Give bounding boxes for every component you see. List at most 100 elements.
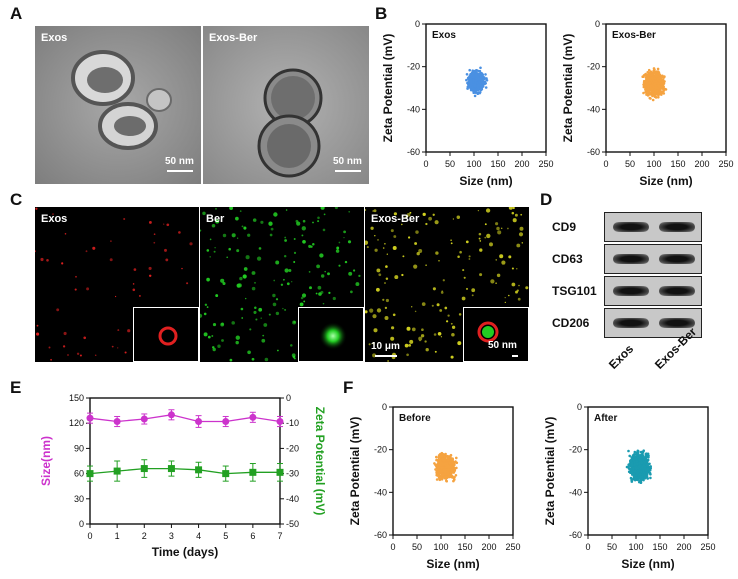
- fluorescence-dot: [418, 249, 423, 253]
- fluorescence-dot: [495, 282, 497, 284]
- left-y-tick-label: 120: [69, 418, 84, 428]
- x-axis-label: Time (days): [152, 545, 218, 559]
- scatter-point: [470, 81, 473, 84]
- fluorescence-dot: [245, 297, 247, 300]
- scatter-point: [652, 69, 655, 73]
- fluorescence-dot: [215, 207, 217, 210]
- scatter-point: [653, 82, 657, 86]
- fluorescence-dot: [283, 278, 285, 281]
- fluorescence-dot: [322, 302, 325, 305]
- x-axis-label: Size (nm): [426, 557, 479, 571]
- y-tick-label: -60: [407, 147, 420, 157]
- plot-title: After: [594, 413, 617, 424]
- fluorescence-dot: [85, 250, 88, 253]
- fluorescence-dot: [416, 252, 420, 256]
- fluorescence-dot: [322, 228, 326, 232]
- fluorescence-dot: [497, 230, 502, 235]
- blot-strip: [604, 212, 702, 242]
- fluorescence-dot: [336, 246, 340, 250]
- fluorescence-dot: [239, 210, 242, 212]
- scatter-point: [454, 474, 458, 477]
- fluorescence-dot: [425, 264, 427, 267]
- scatter-point: [471, 72, 475, 76]
- fluorescence-dot: [478, 232, 482, 236]
- fluorescence-dot: [385, 298, 389, 303]
- fluorescence-dot: [496, 226, 500, 231]
- fluorescence-dot: [406, 353, 409, 357]
- fluorescence-dot: [459, 250, 462, 254]
- scatter-point: [465, 73, 469, 76]
- x-tick-label: 250: [718, 159, 733, 169]
- fluorescence-dot: [148, 274, 152, 278]
- scatter-point: [451, 457, 454, 460]
- fluorescence-dot: [111, 345, 114, 348]
- scatter-point: [449, 453, 453, 457]
- fluorescence-dot: [62, 345, 66, 348]
- panel-letter-f: F: [343, 378, 354, 397]
- scatter-point: [659, 80, 662, 83]
- fluorescence-dot: [301, 234, 304, 237]
- fluorescence-dot: [350, 290, 353, 294]
- left-y-tick-label: 30: [74, 494, 84, 504]
- y-tick-label: -40: [374, 487, 387, 497]
- scatter-point: [643, 476, 647, 480]
- fluorescence-dot: [236, 283, 241, 288]
- x-tick-label: 7: [277, 531, 282, 541]
- fluorescence-dot: [178, 231, 181, 234]
- fluorescence-dot: [312, 243, 315, 246]
- scatter-point: [639, 473, 642, 476]
- scatter-point: [646, 71, 649, 74]
- scatter-point: [638, 476, 642, 480]
- fluorescence-dot: [508, 207, 513, 210]
- fluorescence-dot: [408, 344, 412, 347]
- fluorescence-dot: [35, 250, 37, 253]
- scatter-point: [451, 475, 454, 478]
- fluorescence-dot: [222, 233, 227, 238]
- tem-vesicles-exos-ber: [203, 26, 369, 184]
- x-axis-label: Size (nm): [621, 557, 674, 571]
- fluorescence-dot: [264, 357, 269, 362]
- fluorescence-dot: [385, 265, 388, 268]
- scatter-point: [440, 461, 443, 465]
- scatter-point: [663, 87, 667, 91]
- fluorescence-dot: [384, 316, 389, 320]
- scatter-point: [636, 478, 640, 482]
- scatter-point: [484, 86, 488, 89]
- scatter-point: [644, 468, 648, 471]
- fluorescence-dot: [438, 260, 440, 262]
- scatter-point: [437, 454, 441, 457]
- blot-band: [659, 222, 695, 232]
- fluorescence-dot: [338, 264, 341, 267]
- scatter-point: [638, 458, 642, 462]
- inset-ber: [298, 307, 364, 362]
- fluorescence-dot: [394, 275, 399, 280]
- inset-exos-ber: 50 nm: [463, 307, 529, 362]
- fluorescence-dot: [228, 247, 231, 251]
- fluorescence-dot: [291, 281, 293, 283]
- fluorescence-dot: [284, 236, 287, 239]
- x-tick-label: 0: [423, 159, 428, 169]
- fluorescence-dot: [391, 326, 395, 330]
- fluorescence-dot: [451, 332, 455, 337]
- scatter-point: [636, 466, 639, 470]
- fluorescence-dot: [411, 327, 416, 332]
- fluorescence-dot: [372, 314, 377, 319]
- x-tick-label: 150: [457, 542, 472, 552]
- fluorescence-dot: [327, 272, 330, 276]
- fluorescence-dot: [484, 223, 487, 226]
- scale-text-exos-tem: 50 nm: [165, 156, 194, 167]
- scatter-point: [634, 470, 637, 473]
- x-tick-label: 200: [694, 159, 709, 169]
- fluorescence-dot: [317, 285, 322, 290]
- scatter-point: [477, 83, 480, 87]
- fluorescence-dot: [516, 243, 521, 248]
- fluorescence-dot: [440, 291, 444, 294]
- scatter-point: [446, 457, 449, 460]
- fluorescence-dot: [450, 355, 454, 359]
- fluorescence-dot: [347, 240, 352, 244]
- fluorescence-dot: [206, 306, 209, 308]
- scatter-point: [646, 74, 649, 78]
- fluorescence-dot: [56, 308, 60, 312]
- fluorescence-dot: [418, 336, 423, 341]
- fluorescence-dot: [235, 340, 239, 345]
